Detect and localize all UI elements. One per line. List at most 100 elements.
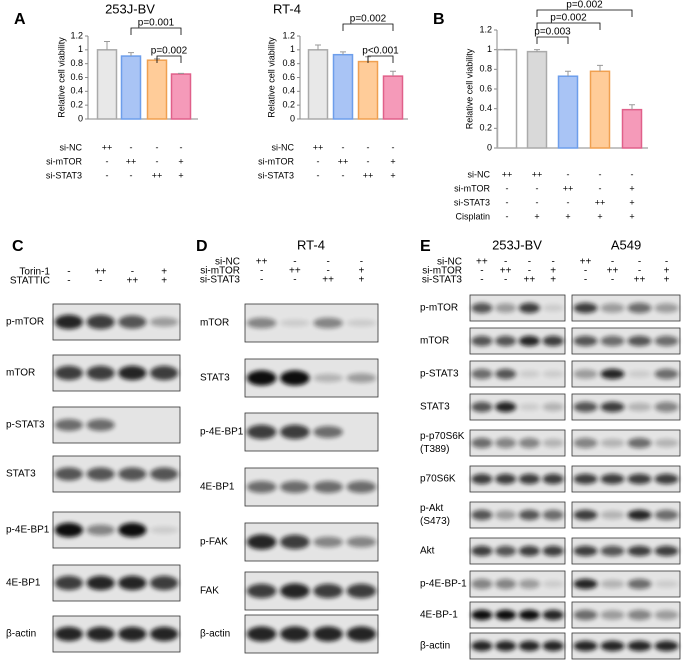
blot-band bbox=[654, 509, 679, 521]
blot-band bbox=[600, 510, 625, 520]
y-tick-label: 0.6 bbox=[479, 83, 492, 93]
treatment-mark: ++ bbox=[476, 257, 488, 268]
blot-band bbox=[471, 640, 493, 652]
significance-bracket bbox=[342, 23, 394, 31]
blot-band bbox=[600, 401, 625, 413]
condition-mark: + bbox=[565, 211, 570, 221]
blot-band bbox=[573, 545, 598, 557]
band-label: mTOR bbox=[6, 368, 35, 379]
blot-band bbox=[654, 303, 679, 313]
p-value: p=0.002 bbox=[151, 46, 188, 57]
blot-band bbox=[518, 640, 540, 652]
blot-band bbox=[600, 640, 625, 652]
treatment-mark: - bbox=[504, 257, 507, 268]
y-tick-label: 1 bbox=[290, 44, 295, 54]
bar bbox=[621, 108, 643, 149]
blot-band bbox=[246, 424, 277, 440]
treatment-mark: - bbox=[293, 275, 296, 286]
condition-name: si-STAT3 bbox=[454, 197, 490, 207]
blot-band bbox=[313, 626, 343, 642]
error-bar bbox=[565, 70, 571, 77]
error-bar bbox=[597, 64, 603, 72]
blot-band bbox=[495, 609, 517, 621]
condition-mark: + bbox=[178, 156, 183, 166]
condition-mark: ++ bbox=[313, 142, 324, 152]
blot-band bbox=[518, 509, 540, 521]
blot-band bbox=[246, 626, 277, 642]
condition-name: Cisplatin bbox=[455, 211, 490, 221]
band-label: p-4E-BP1 bbox=[200, 427, 244, 438]
treatment-mark: - bbox=[131, 267, 134, 278]
blot-band bbox=[600, 610, 625, 620]
blot-band bbox=[471, 368, 493, 380]
blot-band bbox=[573, 437, 598, 449]
condition-mark: ++ bbox=[595, 197, 606, 207]
blot-band bbox=[150, 575, 179, 591]
blot-band bbox=[471, 401, 493, 413]
significance-bracket bbox=[156, 55, 182, 63]
chart-title: RT-4 bbox=[273, 1, 301, 16]
error-bar bbox=[104, 41, 110, 50]
blot-title: A549 bbox=[611, 237, 641, 252]
blot-band bbox=[86, 575, 115, 591]
blot-band bbox=[86, 419, 115, 431]
treatment-mark: + bbox=[358, 275, 364, 286]
blot-band bbox=[280, 534, 310, 550]
y-tick-label: 0.6 bbox=[70, 72, 83, 82]
y-axis-label: Relative cell viability bbox=[266, 37, 276, 118]
blot-band bbox=[654, 580, 679, 588]
y-tick-label: 0.8 bbox=[479, 64, 492, 74]
blot-band bbox=[542, 580, 564, 588]
blot-band bbox=[600, 438, 625, 448]
bar bbox=[170, 73, 192, 120]
blot-band bbox=[346, 373, 377, 383]
blot-band bbox=[542, 335, 564, 347]
condition-mark: - bbox=[156, 142, 159, 152]
treatment-mark: - bbox=[528, 257, 531, 268]
treatment-mark: ++ bbox=[322, 275, 334, 286]
blot-band bbox=[471, 578, 493, 590]
y-tick-label: 0.6 bbox=[282, 72, 295, 82]
condition-name: si-mTOR bbox=[258, 156, 294, 166]
condition-mark: - bbox=[342, 142, 345, 152]
treatment-mark: - bbox=[99, 276, 102, 287]
blot-band bbox=[495, 437, 517, 449]
bar bbox=[332, 53, 354, 120]
significance-bracket bbox=[536, 9, 633, 17]
blot-band bbox=[346, 583, 377, 599]
y-tick-label: 0.4 bbox=[282, 86, 295, 96]
p-value: p=0.002 bbox=[566, 0, 603, 11]
band-label: p-STAT3 bbox=[420, 369, 459, 380]
blot-band bbox=[573, 473, 598, 485]
error-bar bbox=[390, 70, 396, 77]
band-label: Akt bbox=[420, 546, 435, 557]
treatment-mark: - bbox=[67, 267, 70, 278]
condition-mark: - bbox=[567, 169, 570, 179]
treatment-mark: - bbox=[260, 275, 263, 286]
blot-band bbox=[280, 583, 310, 599]
blot-band bbox=[313, 373, 343, 383]
p-value: p=0.002 bbox=[350, 14, 387, 25]
blot-band bbox=[54, 419, 83, 431]
blot-band bbox=[654, 368, 679, 380]
blot-band bbox=[471, 473, 493, 485]
y-tick-label: 1.2 bbox=[70, 30, 83, 40]
blot-band bbox=[600, 473, 625, 485]
blot-band bbox=[346, 626, 377, 642]
y-tick-label: 0.8 bbox=[70, 58, 83, 68]
treatment-mark: - bbox=[480, 266, 483, 277]
blot-band bbox=[627, 402, 652, 412]
treatment-mark: + bbox=[664, 266, 670, 277]
p-value: p<0.001 bbox=[362, 46, 399, 57]
p-value: p=0.002 bbox=[550, 13, 587, 24]
condition-mark: - bbox=[367, 142, 370, 152]
blot-band bbox=[313, 426, 343, 438]
band-label: 4E-BP-1 bbox=[420, 610, 458, 621]
condition-mark: - bbox=[567, 197, 570, 207]
treatment-mark: ++ bbox=[289, 266, 301, 277]
blot-band bbox=[246, 534, 277, 550]
treatment-name: si-STAT3 bbox=[200, 275, 241, 286]
y-tick-label: 0.8 bbox=[282, 58, 295, 68]
condition-name: si-mTOR bbox=[454, 183, 490, 193]
treatment-mark: + bbox=[161, 276, 167, 287]
